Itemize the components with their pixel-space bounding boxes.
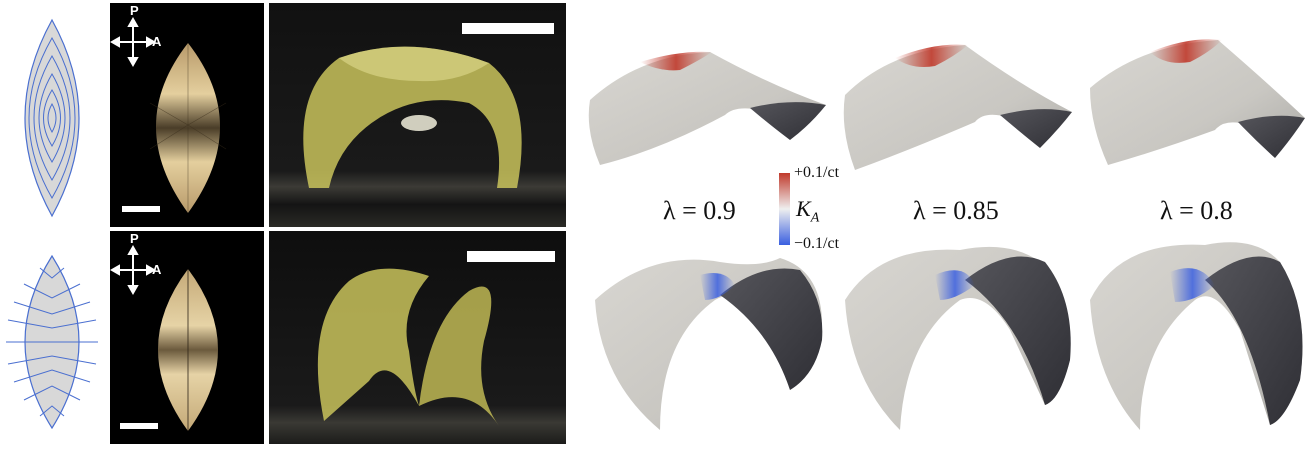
surface-top-0.85 (844, 45, 1072, 170)
surface-top-0.9 (589, 52, 826, 165)
surface-bottom-0.8 (1090, 242, 1303, 430)
lambda-label-1: λ = 0.9 (663, 196, 736, 226)
colorbar-min-label: −0.1/ct (794, 235, 839, 253)
lambda-label-3: λ = 0.8 (1160, 196, 1233, 226)
colorbar-quantity-label: KA (796, 196, 819, 226)
surface-top-0.8 (1090, 39, 1305, 165)
surface-bottom-0.9 (595, 258, 822, 430)
curvature-colorbar (779, 173, 790, 245)
lambda-label-2: λ = 0.85 (913, 196, 999, 226)
surface-bottom-0.85 (845, 247, 1071, 430)
colorbar-max-label: +0.1/ct (794, 164, 839, 182)
